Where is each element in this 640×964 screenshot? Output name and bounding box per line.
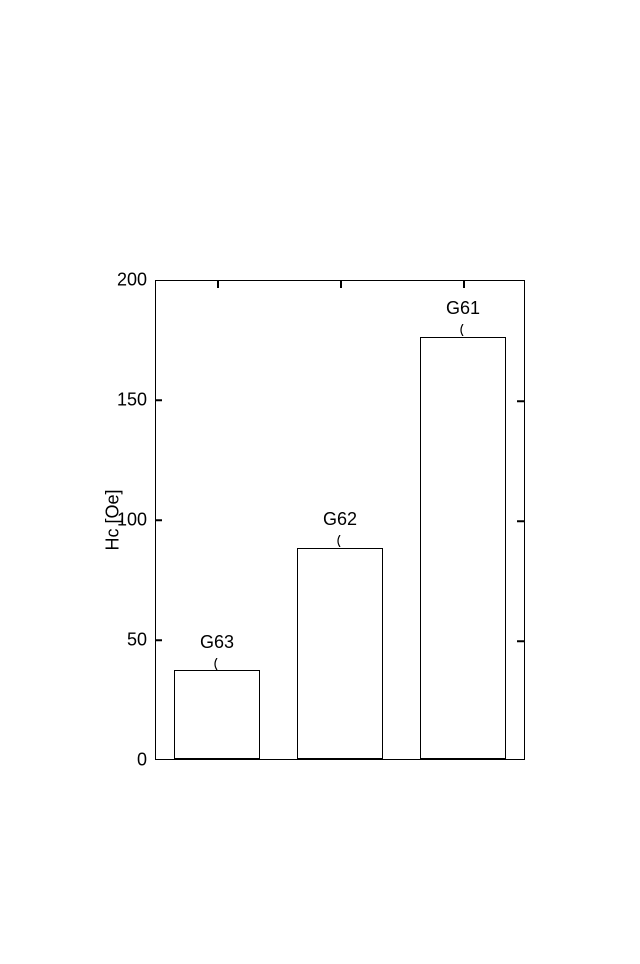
y-tick-label: 100 (97, 510, 147, 531)
x-tick-mark (340, 281, 342, 288)
y-tick-mark (517, 520, 524, 522)
bar-g62 (297, 548, 383, 759)
bar-chart: Hc [Oe] 0 50 100 150 200 G63 G62 G61 (95, 280, 525, 780)
bar-label: G62 (323, 509, 357, 530)
bar-label: G63 (200, 632, 234, 653)
leader-mark (458, 324, 468, 334)
leader-mark (212, 658, 222, 668)
x-tick-mark (463, 281, 465, 288)
y-tick-mark (517, 400, 524, 402)
plot-area: G63 G62 G61 (155, 280, 525, 760)
bar-g61 (420, 337, 506, 759)
y-tick-label: 50 (97, 630, 147, 651)
y-tick-label: 200 (97, 270, 147, 291)
x-tick-mark (217, 281, 219, 288)
leader-mark (335, 535, 345, 545)
y-tick-label: 0 (97, 750, 147, 771)
bar-label: G61 (446, 298, 480, 319)
y-tick-label: 150 (97, 390, 147, 411)
bar-g63 (174, 670, 260, 759)
y-tick-mark (517, 640, 524, 642)
